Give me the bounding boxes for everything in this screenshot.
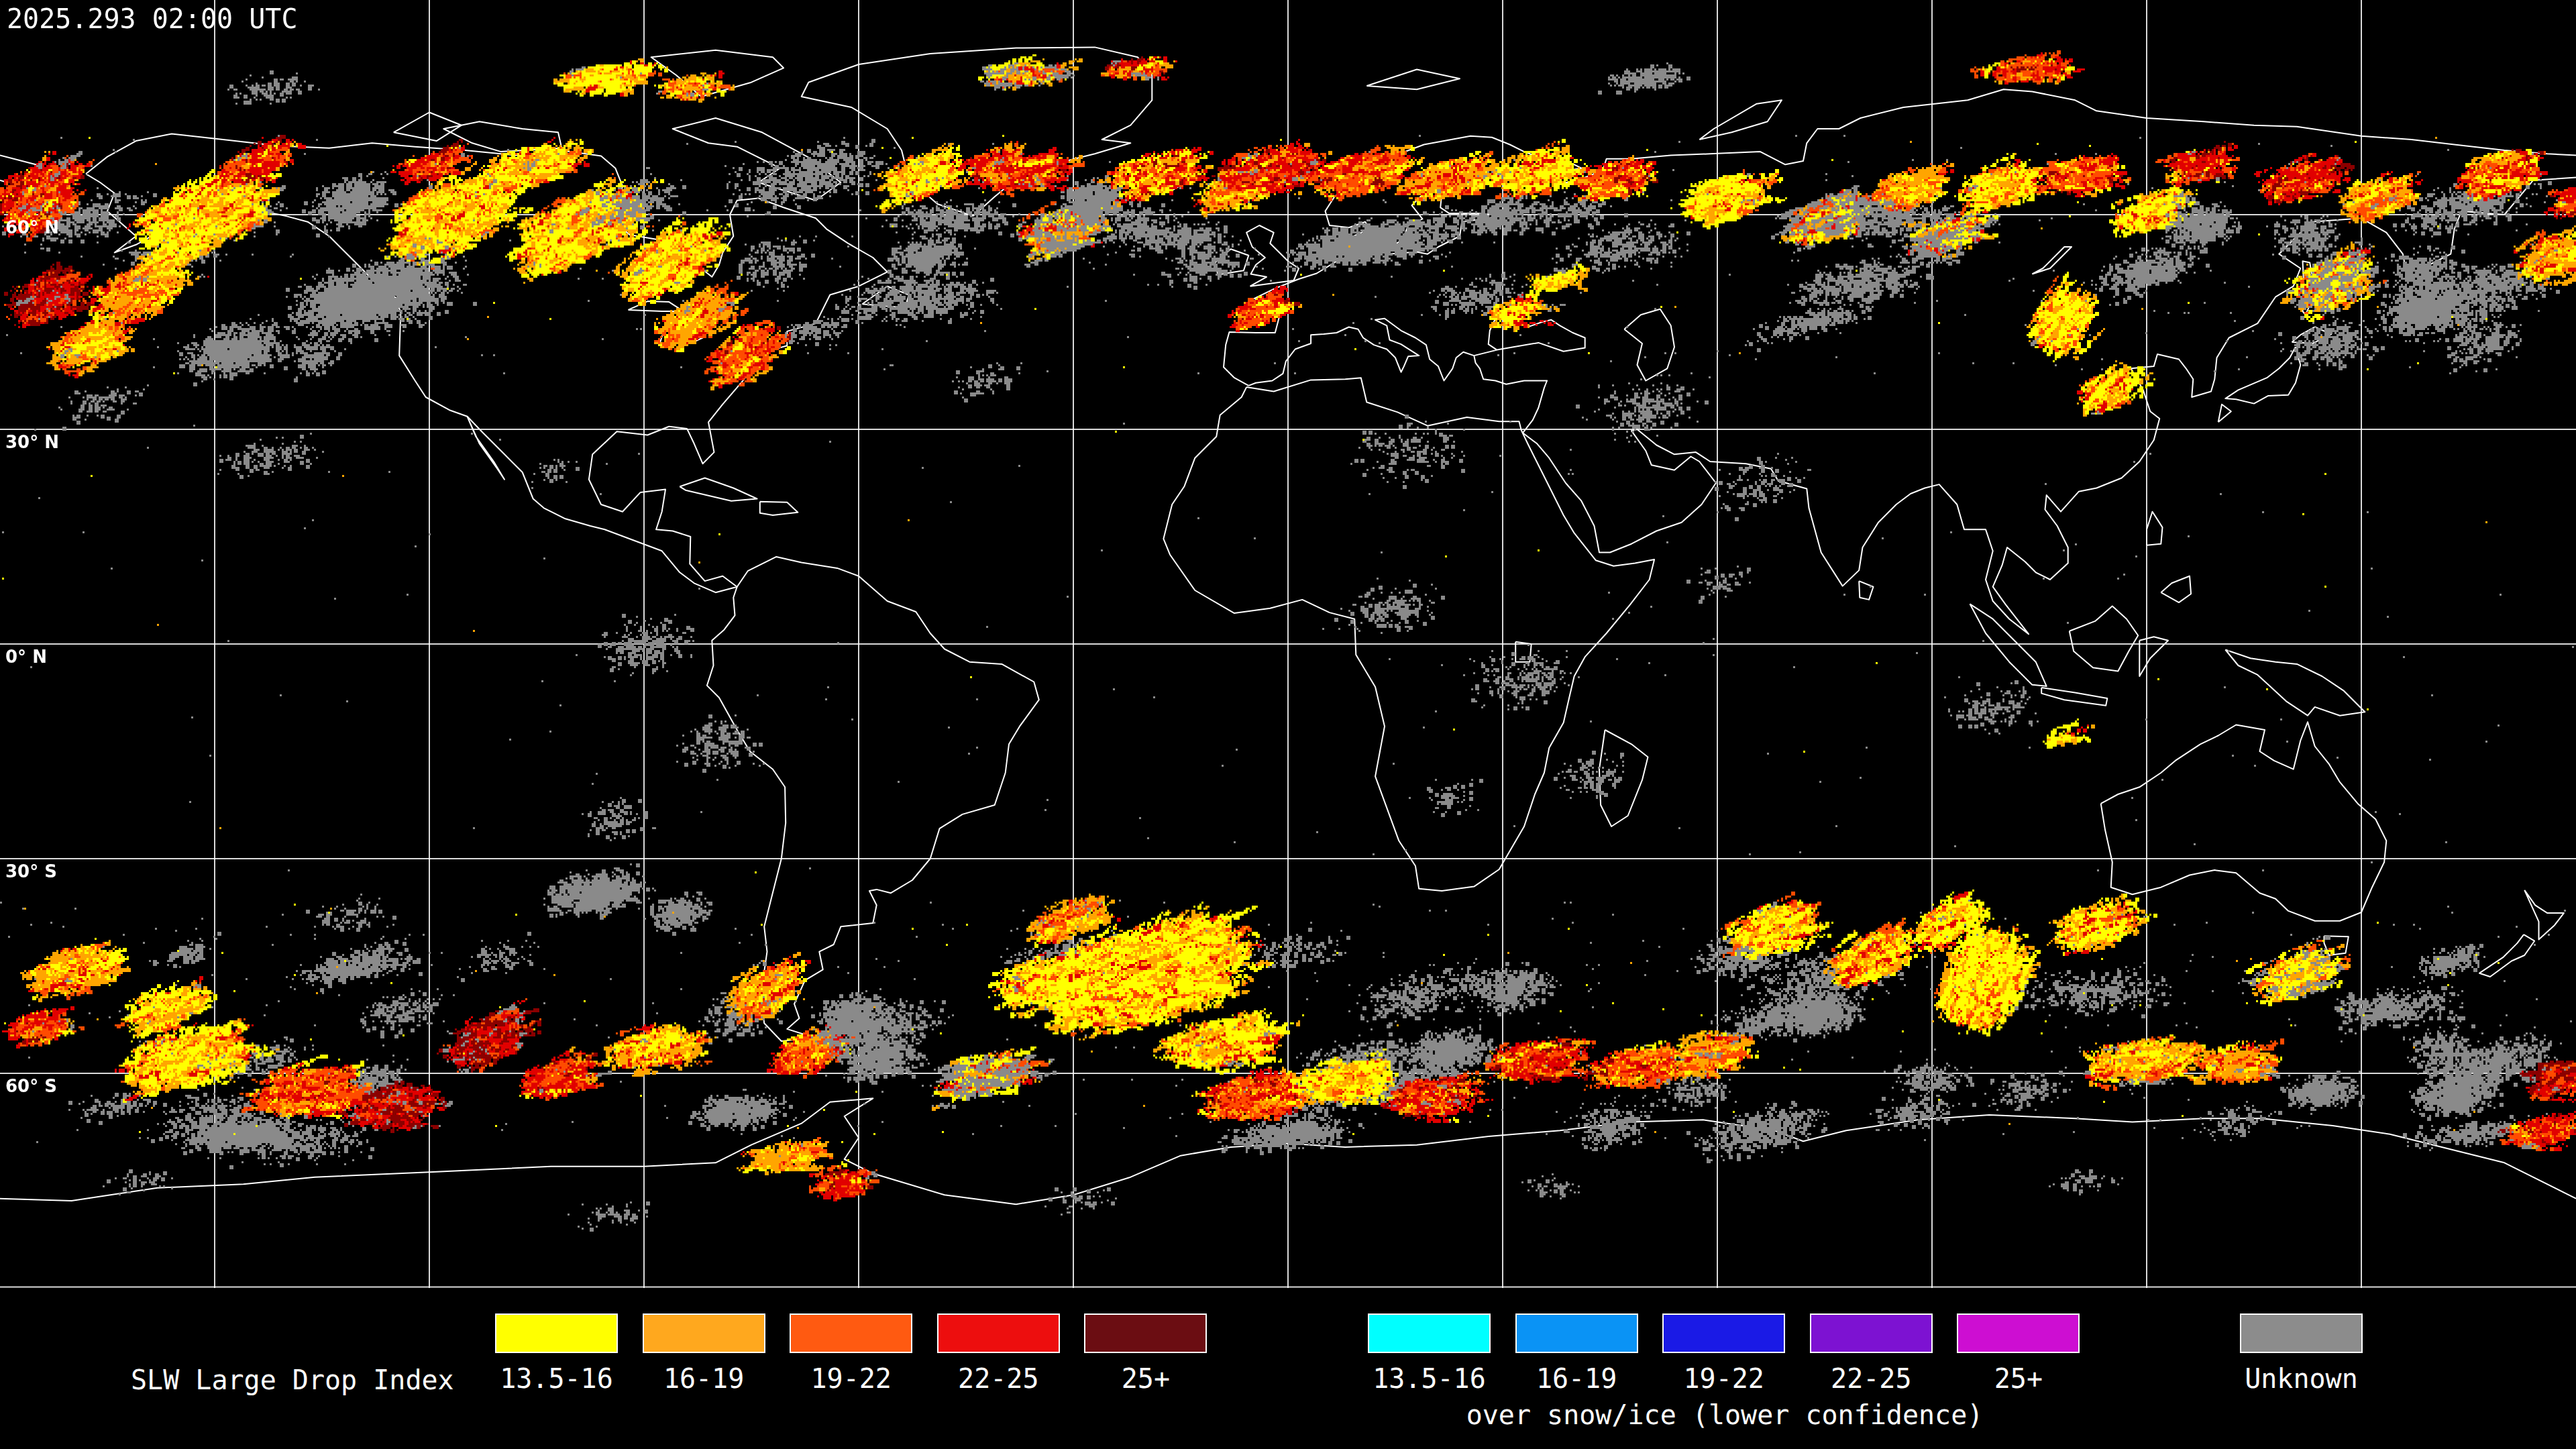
lat-label-30N: 30° N	[5, 433, 59, 451]
lat-label-30S: 30° S	[5, 863, 57, 880]
slw-data-overlay	[0, 0, 2576, 1288]
world-map: 60° N 30° N 0° N 30° S 60° S 2025.293 02:00 …	[0, 0, 2576, 1288]
legend-label-snow-1: 16-19	[1503, 1363, 1650, 1394]
legend-label-snow-4: 25+	[1945, 1363, 2092, 1394]
legend-label-snow-2: 19-22	[1650, 1363, 1798, 1394]
lat-label-60S: 60° S	[5, 1077, 57, 1095]
legend-swatch-snow-4	[1957, 1313, 2080, 1353]
legend-swatch-slw-1	[643, 1313, 765, 1353]
legend-label-slw-0: 13.5-16	[483, 1363, 631, 1394]
legend-label-snow-3: 22-25	[1797, 1363, 1945, 1394]
legend-label-slw-2: 19-22	[777, 1363, 925, 1394]
legend-swatch-snow-0	[1368, 1313, 1491, 1353]
timestamp: 2025.293 02:00 UTC	[7, 4, 297, 34]
legend-label-slw-4: 25+	[1072, 1363, 1220, 1394]
lat-label-0N: 0° N	[5, 648, 47, 665]
legend-swatch-snow-1	[1515, 1313, 1638, 1353]
legend-swatch-unknown	[2240, 1313, 2363, 1353]
legend-swatch-slw-2	[790, 1313, 912, 1353]
legend-swatch-slw-3	[937, 1313, 1060, 1353]
legend-label-snow-0: 13.5-16	[1356, 1363, 1503, 1394]
legend-label-unknown: Unknown	[2228, 1363, 2375, 1394]
legend-swatch-slw-0	[495, 1313, 618, 1353]
legend-caption: over snow/ice (lower confidence)	[1423, 1399, 2027, 1430]
legend-title: SLW Large Drop Index	[131, 1364, 454, 1395]
legend-swatch-snow-2	[1662, 1313, 1785, 1353]
legend-swatch-slw-4	[1084, 1313, 1207, 1353]
lat-label-60N: 60° N	[5, 219, 59, 236]
legend: SLW Large Drop Index 13.5-1616-1919-2222…	[0, 1288, 2576, 1449]
legend-swatch-snow-3	[1810, 1313, 1933, 1353]
legend-label-slw-1: 16-19	[630, 1363, 777, 1394]
slw-product-screen: 60° N 30° N 0° N 30° S 60° S 2025.293 02:00 …	[0, 0, 2576, 1449]
legend-label-slw-3: 22-25	[924, 1363, 1072, 1394]
